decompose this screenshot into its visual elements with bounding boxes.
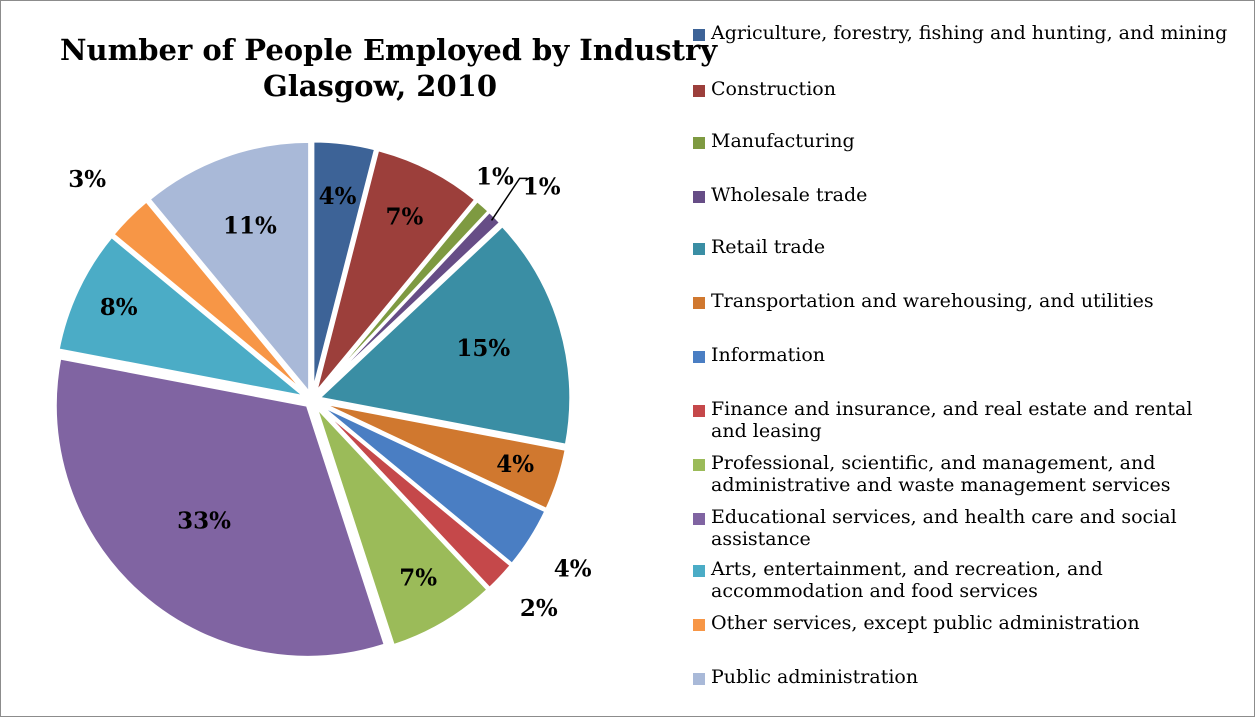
chart-title-line1: Number of People Employed by Industry <box>60 33 718 67</box>
legend-label: Transportation and warehousing, and util… <box>711 290 1154 312</box>
data-label-5: 15% <box>456 335 510 362</box>
pie-slice-13 <box>146 139 312 398</box>
data-label-10: 33% <box>177 507 231 534</box>
pie-chart: 4% 7% 1% 1% 15% 4% 4% 2% 7% 33% 8% 3% 11% <box>53 139 592 659</box>
legend-label: Other services, except public administra… <box>711 612 1140 634</box>
legend-swatch <box>693 29 705 41</box>
legend-item-2: Construction <box>693 78 1231 100</box>
data-label-2: 7% <box>385 204 423 231</box>
pie-slice-11 <box>56 234 307 399</box>
legend-swatch <box>693 405 705 417</box>
legend-swatch <box>693 513 705 525</box>
pie-slice-2 <box>313 147 478 395</box>
legend-item-12: Other services, except public administra… <box>693 612 1231 634</box>
data-label-1: 4% <box>319 183 357 210</box>
data-label-11: 8% <box>100 294 138 321</box>
pie-slice-5 <box>315 223 573 448</box>
legend-label: Manufacturing <box>711 130 855 152</box>
legend-swatch <box>693 137 705 149</box>
data-label-13: 11% <box>223 212 277 239</box>
legend-item-4: Wholesale trade <box>693 184 1231 206</box>
pie-slice-12 <box>110 198 309 397</box>
pie-slice-10 <box>53 356 388 659</box>
legend-item-11: Arts, entertainment, and recreation, and… <box>693 558 1231 602</box>
legend-swatch <box>693 619 705 631</box>
pie-slice-6 <box>318 400 568 512</box>
data-label-12: 3% <box>68 166 106 193</box>
legend-label: Finance and insurance, and real estate a… <box>711 398 1193 442</box>
legend-swatch <box>693 297 705 309</box>
data-label-4: 1% <box>523 173 561 200</box>
legend-swatch <box>693 243 705 255</box>
pie-slice-9 <box>314 404 491 648</box>
legend-swatch <box>693 673 705 685</box>
data-label-8: 2% <box>520 595 558 622</box>
leader-line-4 <box>490 177 528 221</box>
legend-item-7: Information <box>693 344 1231 366</box>
pie-slice-4 <box>315 209 503 397</box>
legend-label: Agriculture, forestry, fishing and hunti… <box>711 22 1228 44</box>
legend-label: Wholesale trade <box>711 184 868 206</box>
legend-item-3: Manufacturing <box>693 130 1231 152</box>
data-label-7: 4% <box>554 555 592 582</box>
legend-label: Educational services, and health care an… <box>711 506 1177 550</box>
data-label-3: 1% <box>476 163 514 190</box>
legend-item-6: Transportation and warehousing, and util… <box>693 290 1231 312</box>
legend-swatch <box>693 351 705 363</box>
legend-swatch <box>693 85 705 97</box>
legend-item-13: Public administration <box>693 666 1231 688</box>
legend-label: Professional, scientific, and management… <box>711 452 1171 496</box>
legend-label: Retail trade <box>711 236 826 258</box>
legend-label: Construction <box>711 78 836 100</box>
legend-swatch <box>693 191 705 203</box>
legend-item-10: Educational services, and health care an… <box>693 506 1231 550</box>
chart-title: Number of People Employed by Industry Gl… <box>60 32 718 104</box>
chart-subtitle: Glasgow, 2010 <box>262 69 498 103</box>
legend-label: Information <box>711 344 826 366</box>
legend-item-8: Finance and insurance, and real estate a… <box>693 398 1231 442</box>
data-label-6: 4% <box>496 451 534 478</box>
data-label-9: 7% <box>399 565 437 592</box>
legend-item-9: Professional, scientific, and management… <box>693 452 1231 496</box>
legend-item-1: Agriculture, forestry, fishing and hunti… <box>693 22 1231 44</box>
legend-swatch <box>693 459 705 471</box>
pie-slice-8 <box>316 403 514 591</box>
legend-item-5: Retail trade <box>693 236 1231 258</box>
legend-swatch <box>693 565 705 577</box>
legend-label: Public administration <box>711 666 919 688</box>
legend-label: Arts, entertainment, and recreation, and… <box>711 558 1103 602</box>
pie-slice-1 <box>311 139 378 394</box>
